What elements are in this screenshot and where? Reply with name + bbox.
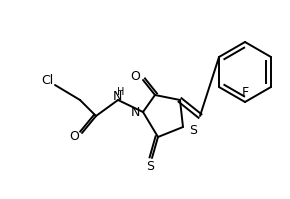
- Text: S: S: [146, 160, 154, 173]
- Text: H: H: [117, 87, 125, 97]
- Text: N: N: [112, 91, 122, 103]
- Text: S: S: [189, 124, 197, 137]
- Text: O: O: [130, 70, 140, 84]
- Text: O: O: [69, 131, 79, 143]
- Text: F: F: [242, 87, 249, 100]
- Text: Cl: Cl: [41, 73, 53, 87]
- Text: N: N: [130, 105, 140, 118]
